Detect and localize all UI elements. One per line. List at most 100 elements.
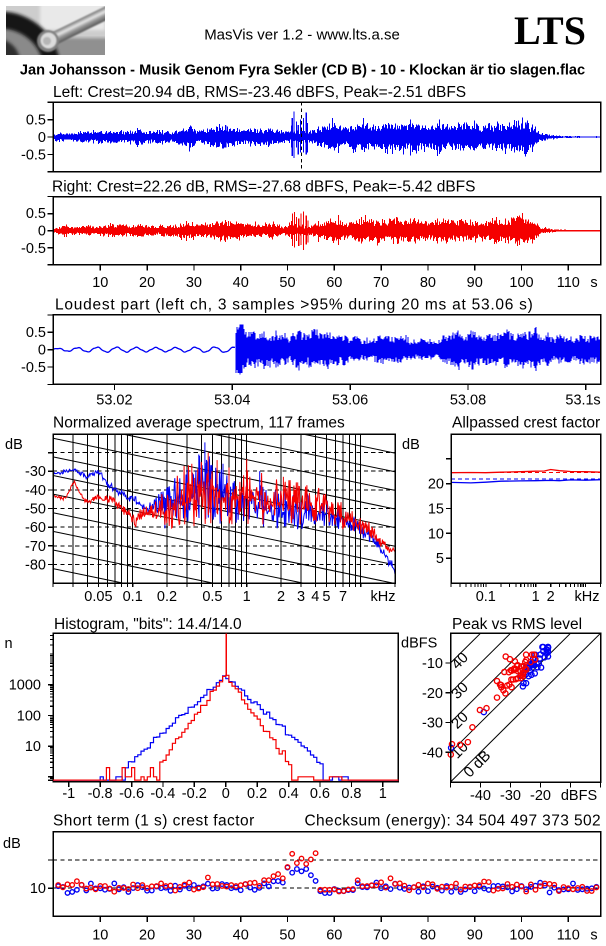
svg-text:10: 10 bbox=[428, 526, 444, 542]
svg-text:110: 110 bbox=[557, 275, 580, 291]
svg-text:Normalized average spectrum, 1: Normalized average spectrum, 117 frames bbox=[53, 415, 345, 432]
svg-text:80: 80 bbox=[420, 275, 436, 291]
svg-text:0.8: 0.8 bbox=[341, 786, 361, 802]
svg-text:-0.8: -0.8 bbox=[88, 786, 113, 802]
svg-text:Loudest part (left ch, 3 samp: Loudest part (left ch, 3 samples >95% du… bbox=[55, 297, 534, 314]
svg-text:90: 90 bbox=[467, 275, 483, 291]
svg-text:0: 0 bbox=[222, 786, 230, 802]
svg-text:0: 0 bbox=[38, 130, 46, 146]
svg-text:100: 100 bbox=[509, 275, 533, 291]
svg-text:20: 20 bbox=[139, 928, 155, 944]
svg-text:3: 3 bbox=[297, 589, 305, 605]
svg-text:0.6: 0.6 bbox=[310, 786, 330, 802]
svg-text:0.4: 0.4 bbox=[279, 786, 299, 802]
svg-text:53.04: 53.04 bbox=[214, 393, 250, 409]
svg-text:70: 70 bbox=[373, 928, 389, 944]
svg-text:-0.5: -0.5 bbox=[21, 241, 46, 257]
svg-text:0.05: 0.05 bbox=[84, 589, 112, 605]
svg-text:0.5: 0.5 bbox=[202, 589, 222, 605]
svg-text:-0.4: -0.4 bbox=[150, 786, 175, 802]
svg-text:0: 0 bbox=[38, 224, 46, 240]
svg-text:1: 1 bbox=[532, 589, 540, 605]
svg-text:0: 0 bbox=[38, 343, 46, 359]
svg-text:2: 2 bbox=[277, 589, 285, 605]
svg-text:dB: dB bbox=[402, 437, 420, 453]
svg-text:-40: -40 bbox=[25, 483, 46, 499]
svg-text:Checksum (energy): 34 504 497: Checksum (energy): 34 504 497 373 502 bbox=[304, 813, 601, 830]
svg-text:kHz: kHz bbox=[371, 589, 396, 605]
svg-text:10: 10 bbox=[92, 275, 108, 291]
svg-text:1: 1 bbox=[379, 786, 387, 802]
svg-text:Allpassed crest factor: Allpassed crest factor bbox=[452, 415, 600, 432]
svg-text:80: 80 bbox=[420, 928, 436, 944]
svg-text:MasVis ver 1.2 - www.lts.a.se: MasVis ver 1.2 - www.lts.a.se bbox=[204, 27, 400, 44]
svg-text:-20: -20 bbox=[422, 686, 443, 702]
svg-text:10: 10 bbox=[92, 928, 108, 944]
svg-text:-0.6: -0.6 bbox=[119, 786, 144, 802]
svg-text:-0.5: -0.5 bbox=[21, 360, 46, 376]
svg-text:1: 1 bbox=[243, 589, 251, 605]
svg-text:Short term (1 s) crest factor: Short term (1 s) crest factor bbox=[53, 813, 255, 830]
svg-text:100: 100 bbox=[17, 708, 41, 724]
svg-text:53.1: 53.1 bbox=[565, 393, 593, 409]
svg-text:Jan Johansson - Musik Genom Fy: Jan Johansson - Musik Genom Fyra Sekler … bbox=[20, 63, 585, 79]
svg-text:s: s bbox=[593, 393, 600, 409]
svg-text:-30: -30 bbox=[422, 716, 443, 732]
svg-text:Left: Crest=20.94 dB, RMS=-23.: Left: Crest=20.94 dB, RMS=-23.46 dBFS, P… bbox=[53, 84, 466, 101]
svg-text:10: 10 bbox=[25, 739, 41, 755]
svg-text:n: n bbox=[5, 636, 13, 652]
svg-text:53.02: 53.02 bbox=[96, 393, 132, 409]
svg-text:s: s bbox=[590, 928, 597, 944]
svg-text:15: 15 bbox=[428, 502, 444, 518]
svg-text:2: 2 bbox=[547, 589, 555, 605]
svg-text:-80: -80 bbox=[25, 557, 46, 573]
svg-text:53.08: 53.08 bbox=[450, 393, 486, 409]
svg-text:dB: dB bbox=[5, 437, 23, 453]
svg-text:-40: -40 bbox=[422, 745, 443, 761]
svg-text:Right: Crest=22.26 dB, RMS=-27: Right: Crest=22.26 dB, RMS=-27.68 dBFS, … bbox=[52, 179, 475, 196]
svg-text:-50: -50 bbox=[25, 502, 46, 518]
svg-text:-30: -30 bbox=[25, 464, 46, 480]
svg-text:40: 40 bbox=[233, 928, 249, 944]
svg-text:Peak vs RMS level: Peak vs RMS level bbox=[452, 616, 582, 633]
svg-text:-20: -20 bbox=[530, 788, 551, 804]
svg-text:dBFS: dBFS bbox=[561, 788, 597, 804]
svg-text:dBFS: dBFS bbox=[401, 636, 437, 652]
svg-text:s: s bbox=[590, 275, 597, 291]
svg-text:40: 40 bbox=[233, 275, 249, 291]
svg-text:0.1: 0.1 bbox=[123, 589, 143, 605]
svg-text:0.5: 0.5 bbox=[26, 325, 46, 341]
svg-text:4: 4 bbox=[311, 589, 319, 605]
svg-text:30: 30 bbox=[186, 928, 202, 944]
svg-text:dB: dB bbox=[3, 836, 21, 852]
svg-text:70: 70 bbox=[373, 275, 389, 291]
svg-text:-70: -70 bbox=[25, 539, 46, 555]
svg-text:1000: 1000 bbox=[9, 678, 41, 694]
svg-text:0.5: 0.5 bbox=[26, 113, 46, 129]
svg-text:5: 5 bbox=[436, 551, 444, 567]
svg-text:60: 60 bbox=[326, 928, 342, 944]
svg-text:-0.2: -0.2 bbox=[182, 786, 207, 802]
svg-text:-60: -60 bbox=[25, 520, 46, 536]
svg-text:30: 30 bbox=[186, 275, 202, 291]
svg-text:10: 10 bbox=[30, 881, 46, 897]
svg-text:-0.5: -0.5 bbox=[21, 148, 46, 164]
svg-text:20: 20 bbox=[139, 275, 155, 291]
svg-text:50: 50 bbox=[279, 928, 295, 944]
svg-text:LTS: LTS bbox=[514, 8, 586, 53]
svg-text:-30: -30 bbox=[500, 788, 521, 804]
svg-text:0.2: 0.2 bbox=[157, 589, 177, 605]
svg-text:5: 5 bbox=[322, 589, 330, 605]
svg-text:7: 7 bbox=[339, 589, 347, 605]
svg-text:20: 20 bbox=[428, 477, 444, 493]
svg-text:-10: -10 bbox=[422, 656, 443, 672]
svg-text:60: 60 bbox=[326, 275, 342, 291]
svg-text:0.5: 0.5 bbox=[26, 206, 46, 222]
svg-text:0.2: 0.2 bbox=[247, 786, 267, 802]
svg-text:Histogram, "bits": 14.4/14.0: Histogram, "bits": 14.4/14.0 bbox=[54, 616, 242, 633]
svg-text:50: 50 bbox=[279, 275, 295, 291]
svg-text:90: 90 bbox=[467, 928, 483, 944]
svg-text:-40: -40 bbox=[470, 788, 491, 804]
svg-text:-1: -1 bbox=[62, 786, 75, 802]
svg-text:53.06: 53.06 bbox=[332, 393, 368, 409]
